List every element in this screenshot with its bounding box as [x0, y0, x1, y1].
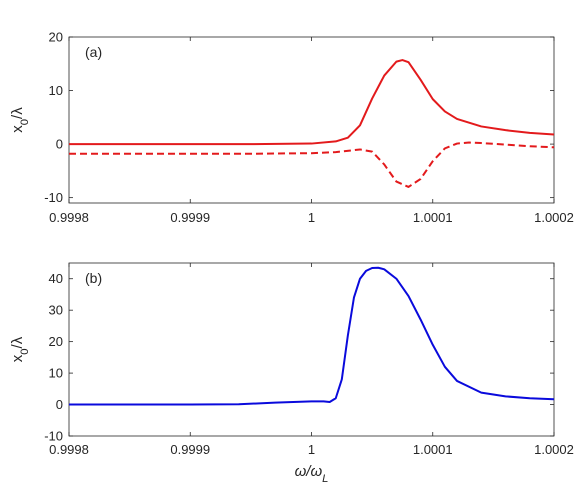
- x-tick-label: 1.0002: [534, 442, 574, 457]
- x-axis-label: ω/ωL: [295, 463, 329, 485]
- y-tick-label: 30: [49, 303, 63, 318]
- series-line-solid: [69, 59, 555, 146]
- y-tick-label: 0: [56, 397, 63, 412]
- x-tick-label: 0.9999: [170, 442, 210, 457]
- series-line-dashed: [69, 141, 555, 188]
- panel-label: (b): [85, 270, 102, 286]
- panel-label: (a): [85, 44, 102, 60]
- x-tick-label: 1: [308, 210, 315, 225]
- x-tick-label: 0.9998: [49, 442, 89, 457]
- y-tick-label: 10: [49, 83, 63, 98]
- panel-a: 0.9998 0.9999 1 1.0001 1.0002 -10 0 10 20 (a) x0/λ: [9, 30, 574, 226]
- y-tick-label: 0: [56, 137, 63, 152]
- y-tick-label: 40: [49, 271, 63, 286]
- y-axis-label: x0/λ: [9, 107, 31, 133]
- y-tick-label: 20: [49, 334, 63, 349]
- x-tick-label: 1.0001: [413, 210, 453, 225]
- y-tick-label: -10: [44, 429, 63, 444]
- x-tick-label: 0.9999: [170, 210, 210, 225]
- series-line-solid: [69, 266, 555, 406]
- y-axis-label: x0/λ: [9, 336, 31, 362]
- x-tick-label: 0.9998: [49, 210, 89, 225]
- x-tick-label: 1.0002: [534, 210, 574, 225]
- x-tick-label: 1.0001: [413, 442, 453, 457]
- y-tick-label: -10: [44, 190, 63, 205]
- x-tick-label: 1: [308, 442, 315, 457]
- panel-b: 0.9998 0.9999 1 1.0001 1.0002 -10 0 10 20 30 40 (b)…: [9, 262, 574, 485]
- y-tick-label: 20: [49, 30, 63, 45]
- y-tick-label: 10: [49, 366, 63, 381]
